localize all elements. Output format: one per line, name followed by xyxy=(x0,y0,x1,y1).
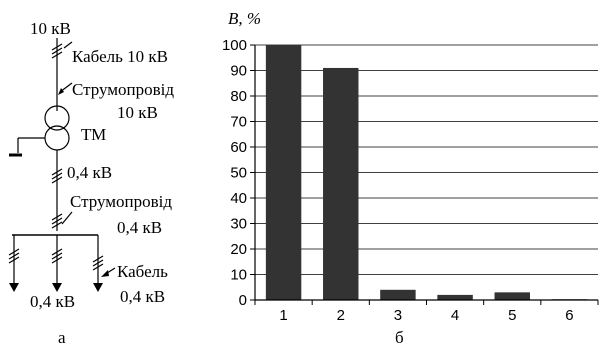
y-tick-label: 10 xyxy=(230,267,247,284)
y-tick-label: 60 xyxy=(230,139,247,156)
x-tick-label: 3 xyxy=(394,307,402,324)
single-line-diagram xyxy=(8,38,116,292)
panel-label-a: а xyxy=(58,328,66,347)
busduct-mark-04kv xyxy=(51,168,63,184)
branch-right xyxy=(92,235,104,292)
cable-04kv-label-line2: 0,4 кВ xyxy=(120,287,165,306)
bar-1 xyxy=(265,45,302,300)
cable-mark-10kv xyxy=(51,43,63,59)
bar-2 xyxy=(323,67,359,300)
x-tick-label: 5 xyxy=(508,307,516,324)
cable-mark-04kv-main xyxy=(51,213,63,229)
busduct-10kv-label-line2: 10 кВ xyxy=(117,103,158,122)
chart-bars xyxy=(265,45,588,301)
bottom-voltage-label: 0,4 кВ xyxy=(30,292,75,311)
chart-x-tick-labels: 1 2 3 4 5 6 xyxy=(254,300,599,324)
y-tick-label: 50 xyxy=(230,165,247,182)
cable-04kv-label-line1: Кабель xyxy=(117,262,168,281)
branch-left xyxy=(8,235,20,292)
busduct-10kv-label-line1: Струмопровід xyxy=(72,80,174,99)
chart-ylabel: B, % xyxy=(228,9,261,28)
y-tick-label: 80 xyxy=(230,88,247,105)
busduct-10kv-arrowhead xyxy=(58,88,64,95)
chart-gridlines xyxy=(250,44,598,301)
y-tick-label: 40 xyxy=(230,190,247,207)
bar-chart: B, % 0 10 20 30 40 50 60 70 80 90 100 1 2 3 4 5 6 xyxy=(222,9,599,324)
mid-voltage-label: 0,4 кВ xyxy=(67,163,112,182)
top-voltage-label: 10 кВ xyxy=(30,19,71,38)
x-tick-label: 2 xyxy=(337,307,345,324)
bar-5 xyxy=(494,292,530,300)
bar-3 xyxy=(380,289,416,300)
busduct-04kv-pointer xyxy=(61,211,73,225)
bar-4 xyxy=(437,294,473,300)
cable-10kv-label: Кабель 10 кВ xyxy=(72,47,168,66)
cable-10kv-pointer xyxy=(63,41,73,49)
x-tick-label: 4 xyxy=(451,307,459,324)
y-tick-label: 30 xyxy=(230,216,247,233)
y-tick-label: 70 xyxy=(230,114,247,131)
y-tick-label: 90 xyxy=(230,63,247,80)
transformer-winding-primary xyxy=(44,105,70,131)
branch-middle xyxy=(51,235,63,292)
busduct-04kv-label-line1: Струмопровід xyxy=(70,192,172,211)
x-tick-label: 6 xyxy=(565,307,573,324)
busduct-04kv-label-line2: 0,4 кВ xyxy=(117,218,162,237)
transformer-label: ТМ xyxy=(81,125,106,144)
cable-04kv-arrowhead xyxy=(101,270,109,277)
y-tick-label: 0 xyxy=(239,292,247,309)
y-tick-label: 100 xyxy=(222,37,247,54)
y-tick-label: 20 xyxy=(230,241,247,258)
panel-label-b: б xyxy=(395,328,404,347)
x-tick-label: 1 xyxy=(279,307,287,324)
chart-y-tick-labels: 0 10 20 30 40 50 60 70 80 90 100 xyxy=(222,37,247,309)
